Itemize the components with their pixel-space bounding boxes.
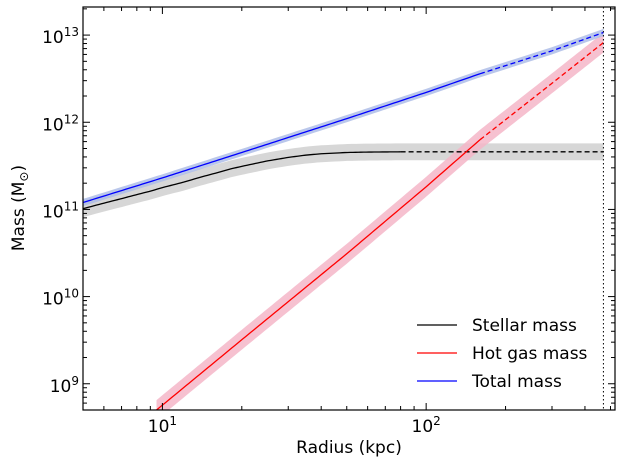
line-stellar-solid — [83, 151, 401, 210]
x-tick-label-10: 101 — [148, 414, 177, 437]
y-axis-title: Mass (M⊙) — [9, 165, 31, 251]
y-tick-label-1e10: 1010 — [42, 287, 79, 310]
band-stellar — [83, 143, 604, 218]
line-hot-gas-solid — [156, 139, 481, 410]
plot-area — [83, 7, 615, 410]
y-tick-label-1e9: 109 — [50, 374, 79, 397]
line-hot-gas-extrapolated — [479, 42, 604, 141]
line-total-solid — [83, 73, 481, 204]
line-total-extrapolated — [479, 31, 604, 75]
series-lines — [83, 31, 604, 410]
legend-label-stellar: Stellar mass — [472, 316, 577, 336]
y-tick-label-1e12: 1012 — [42, 112, 79, 135]
legend: Stellar mass Hot gas mass Total mass — [417, 316, 588, 392]
y-tick-label-1e11: 1011 — [42, 199, 79, 222]
x-tick-label-100: 102 — [412, 414, 441, 437]
legend-label-total: Total mass — [471, 372, 562, 392]
x-axis-title: Radius (kpc) — [296, 438, 402, 458]
band-hot-gas — [156, 32, 604, 410]
legend-label-hot-gas: Hot gas mass — [472, 344, 588, 364]
y-tick-label-1e13: 1013 — [42, 25, 79, 48]
plot-frame — [82, 6, 616, 411]
